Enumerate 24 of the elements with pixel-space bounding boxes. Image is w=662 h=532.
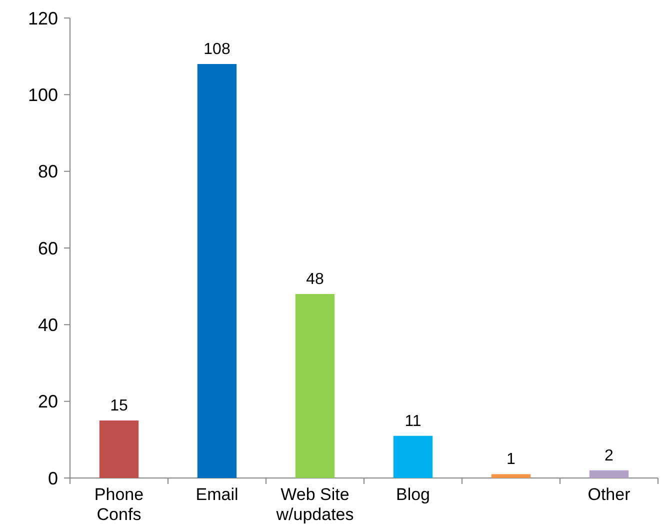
- x-tick-label: Other: [588, 485, 631, 504]
- y-tick-label: 40: [38, 314, 58, 335]
- data-label: 15: [110, 398, 128, 414]
- bar: [589, 470, 629, 478]
- data-label: 2: [604, 447, 614, 464]
- data-label: 48: [306, 271, 324, 288]
- y-tick-label: 20: [38, 392, 58, 412]
- data-label: 108: [204, 41, 230, 58]
- data-label: 1: [506, 451, 516, 468]
- x-tick-label: Phone Confs: [94, 485, 144, 524]
- bar: [295, 294, 335, 478]
- bar: [491, 474, 531, 478]
- bar: [393, 436, 433, 478]
- data-label: 11: [404, 412, 422, 430]
- bar: [99, 420, 139, 478]
- y-tick-label: 60: [38, 238, 58, 258]
- y-tick-label: 0: [48, 468, 58, 488]
- x-tick-label: Email: [196, 485, 238, 504]
- y-tick-label: 100: [28, 84, 58, 105]
- y-tick-label: 80: [38, 162, 58, 182]
- x-tick-label: Blog: [396, 485, 430, 504]
- x-tick-label: Web Site w/updates: [275, 485, 354, 524]
- y-tick-label: 120: [28, 8, 58, 28]
- bar: [197, 64, 237, 478]
